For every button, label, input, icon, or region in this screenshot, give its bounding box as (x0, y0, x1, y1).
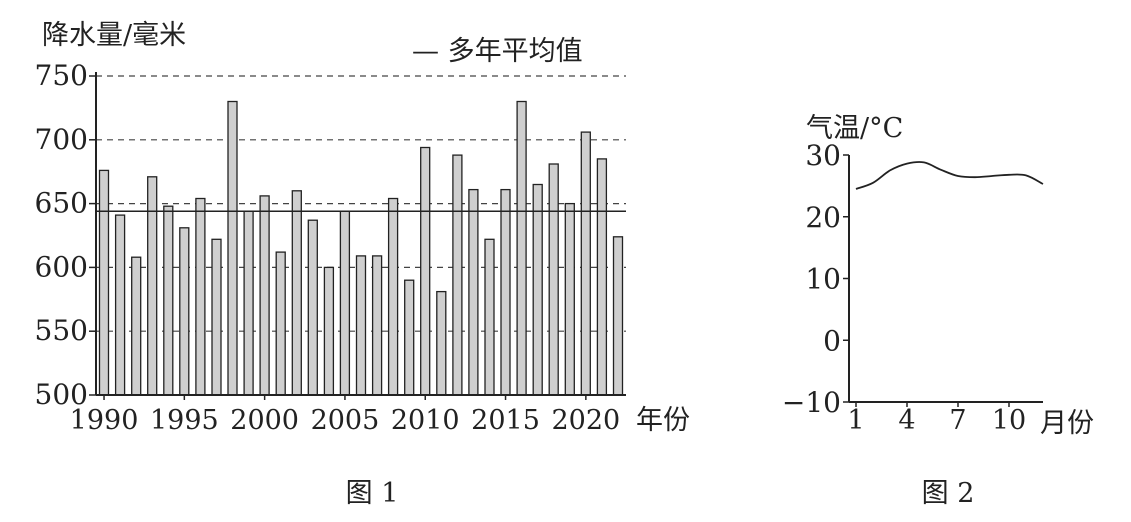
x-tick-label: 2000 (230, 405, 299, 436)
y-tick-label: 500 (35, 378, 88, 411)
bar-2008 (387, 197, 399, 396)
y-tick-label: −10 (782, 386, 841, 419)
bar-2011 (436, 290, 447, 396)
y-axis-title: 气温/°C (806, 113, 903, 144)
bar-1997 (211, 238, 222, 396)
bar-2003 (307, 219, 318, 396)
x-tick-label: 2015 (471, 405, 540, 436)
y-tick-label: 700 (35, 123, 88, 156)
bar-2015 (500, 188, 511, 396)
bar-2010 (420, 146, 431, 396)
bar-1992 (131, 256, 142, 396)
bar-2018 (548, 163, 559, 396)
figure-caption: 图 2 (922, 478, 975, 509)
x-tick-label: 1990 (70, 405, 139, 436)
x-tick-label: 1995 (150, 405, 219, 436)
y-tick-label: 600 (35, 250, 88, 283)
y-tick-label: 10 (805, 263, 841, 296)
temperature-line-chart: −10 0 10 20 30 1 4 7 10 气温/°C 月份图 2 (782, 113, 1094, 509)
bar-1994 (163, 205, 174, 396)
x-tick-label: 4 (898, 405, 915, 436)
bar-2007 (371, 255, 383, 396)
bar-2021 (596, 158, 608, 396)
figure-caption: 图 1 (346, 478, 399, 509)
bar-1990 (98, 169, 110, 396)
bar-2004 (323, 266, 335, 396)
y-tick-label: 550 (35, 314, 88, 347)
legend-label: — 多年平均值 (412, 36, 583, 67)
precipitation-bar-chart: 500 550 600 650 700 750 1990 1995 2000 2005 2010 20… (35, 20, 690, 509)
bar-2020 (580, 131, 591, 396)
bar-2019 (564, 202, 575, 396)
x-tick-label: 7 (949, 405, 966, 436)
bar-1996 (195, 197, 206, 396)
x-tick-label: 2005 (311, 405, 380, 436)
x-tick-label: 2020 (551, 405, 620, 436)
y-tick-label: 650 (35, 187, 88, 220)
bar-1993 (147, 176, 158, 396)
temperature-series-line (855, 161, 1044, 190)
y-tick-label: 0 (823, 324, 841, 357)
bar-1995 (179, 227, 190, 396)
bar-2006 (355, 255, 367, 396)
bar-2013 (468, 188, 479, 396)
bar-2005 (339, 210, 351, 396)
bar-1999 (243, 210, 254, 396)
x-tick-label: 1 (847, 405, 864, 436)
y-axis-title: 降水量/毫米 (42, 20, 186, 51)
bar-1991 (114, 214, 126, 396)
bar-2000 (259, 195, 270, 396)
bar-2009 (404, 279, 415, 396)
bar-2002 (291, 190, 302, 396)
bar-2022 (612, 236, 624, 396)
bar-2017 (532, 183, 543, 396)
bar-2012 (452, 154, 463, 396)
x-axis-title: 年份 (636, 405, 690, 436)
y-tick-label: 30 (805, 139, 841, 172)
bar-1998 (227, 100, 238, 396)
x-tick-label: 2010 (391, 405, 460, 436)
bar-2014 (484, 238, 495, 396)
bar-2016 (516, 100, 527, 396)
x-axis-title: 月份 (1040, 408, 1094, 439)
y-tick-label: 20 (805, 201, 841, 234)
y-tick-label: 750 (35, 59, 88, 92)
bar-2001 (275, 251, 286, 396)
x-tick-label: 10 (992, 405, 1026, 436)
